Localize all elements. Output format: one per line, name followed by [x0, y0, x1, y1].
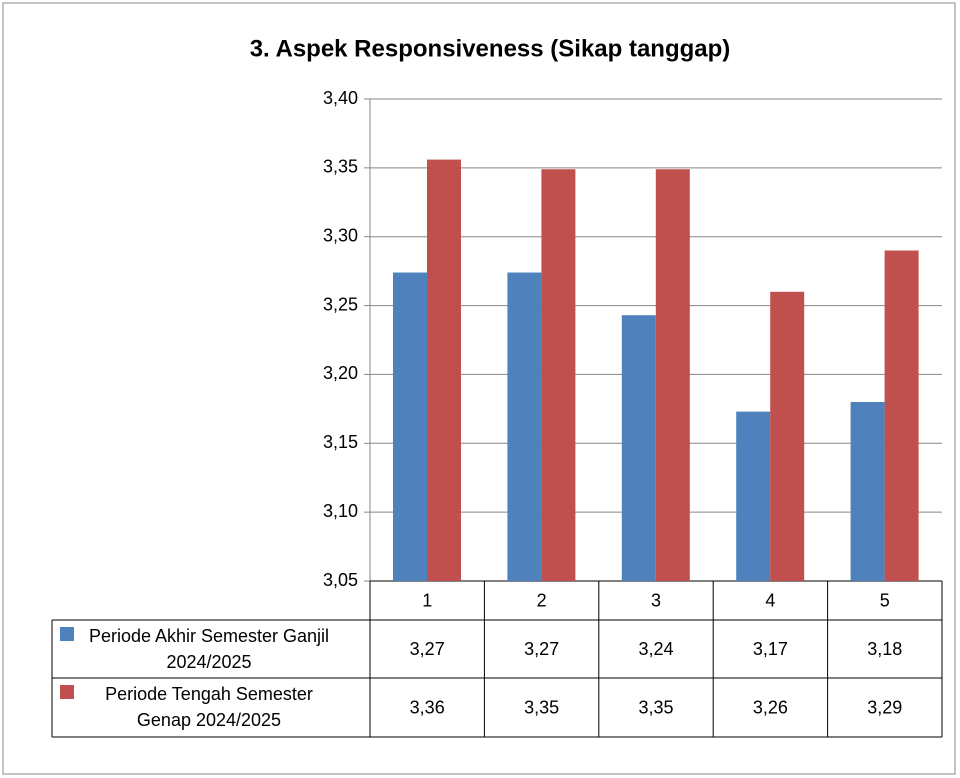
table-value: 3,27: [524, 639, 559, 659]
table-value: 3,27: [410, 639, 445, 659]
table-value: 3,17: [753, 639, 788, 659]
table-value: 3,35: [524, 697, 559, 717]
chart-title: 3. Aspek Responsiveness (Sikap tanggap): [250, 35, 731, 62]
legend-label: Periode Tengah Semester Genap 2024/2025: [105, 684, 313, 730]
bar: [655, 169, 690, 581]
x-tick-label: 4: [765, 590, 775, 610]
y-tick-label: 3,30: [323, 225, 358, 245]
legend-label: Periode Akhir Semester Ganjil 2024/2025: [88, 626, 330, 672]
bar: [507, 272, 542, 581]
y-tick-label: 3,20: [323, 363, 358, 383]
x-tick-label: 1: [422, 590, 432, 610]
y-tick-label: 3,40: [323, 88, 358, 108]
x-tick-label: 2: [537, 590, 547, 610]
table-value: 3,18: [867, 639, 902, 659]
bar: [884, 250, 919, 581]
bar: [736, 411, 771, 581]
bar: [393, 272, 427, 581]
y-tick-label: 3,15: [323, 432, 358, 452]
table-value: 3,24: [638, 639, 673, 659]
y-tick-label: 3,25: [323, 294, 358, 314]
bar: [770, 291, 805, 581]
bar: [621, 315, 656, 581]
bar: [427, 159, 461, 581]
y-tick-label: 3,05: [323, 570, 358, 590]
table-value: 3,36: [410, 697, 445, 717]
x-tick-label: 5: [880, 590, 890, 610]
table-value: 3,29: [867, 697, 902, 717]
y-tick-label: 3,10: [323, 501, 358, 521]
legend-swatch: [60, 627, 74, 641]
table-value: 3,26: [753, 697, 788, 717]
bar: [541, 169, 576, 581]
y-tick-label: 3,35: [323, 157, 358, 177]
legend-swatch: [60, 685, 74, 699]
table-value: 3,35: [638, 697, 673, 717]
bar: [850, 401, 885, 581]
x-tick-label: 3: [651, 590, 661, 610]
